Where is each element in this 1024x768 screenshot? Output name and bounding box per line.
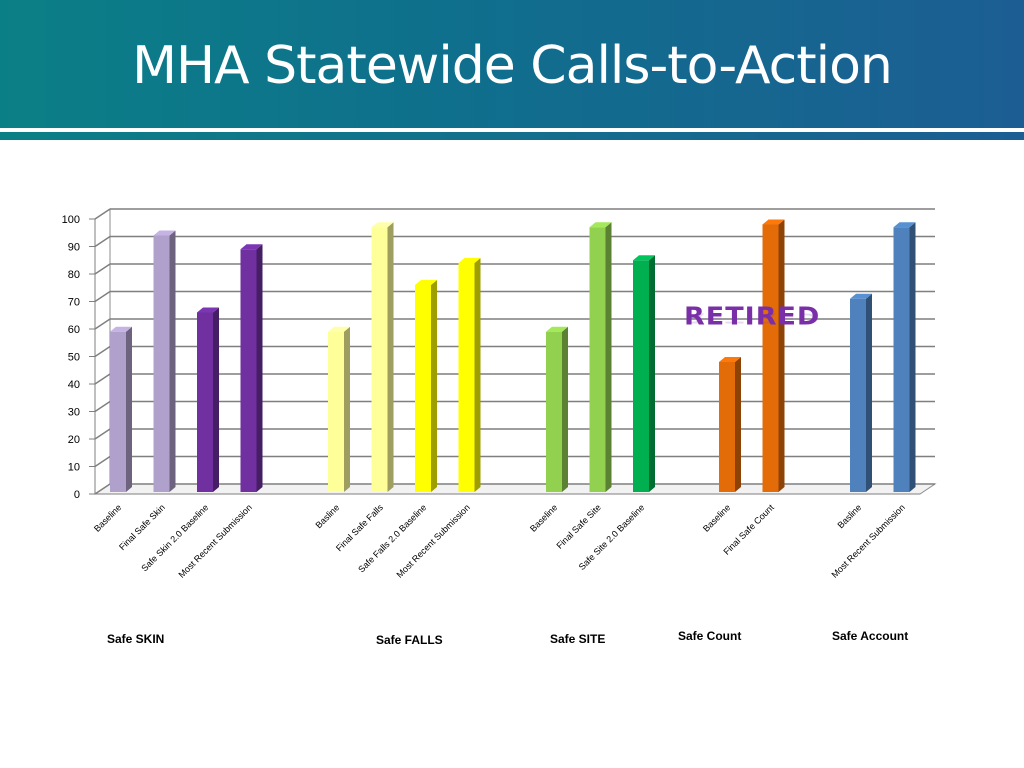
bar — [893, 227, 910, 492]
bar-top — [328, 326, 350, 332]
y-tick-label: 20 — [68, 434, 80, 446]
bar-side — [562, 326, 568, 492]
bar-side — [909, 222, 916, 492]
bar-top — [633, 255, 655, 261]
bar — [240, 249, 257, 492]
group-label: Safe Count — [678, 629, 742, 643]
bar-side — [126, 326, 132, 492]
bar — [762, 224, 779, 492]
bar-top — [153, 230, 176, 236]
gridline-depth — [94, 290, 111, 303]
gridline-depth — [94, 318, 111, 330]
bar-top — [719, 357, 741, 362]
chart-floor — [93, 483, 937, 495]
y-tick-label: 100 — [62, 214, 80, 226]
bar-top — [546, 326, 568, 332]
bar-top — [893, 222, 916, 228]
slide-header — [0, 0, 1024, 128]
y-tick-label: 60 — [68, 324, 80, 336]
y-tick-label: 40 — [68, 379, 80, 391]
bar-side — [213, 307, 219, 492]
x-tick-label: Baseline — [701, 502, 732, 533]
x-tick-label: Most Recent Submission — [394, 502, 471, 579]
bar-side — [256, 244, 263, 492]
bar — [415, 285, 431, 492]
gridline-depth — [94, 263, 111, 275]
header-divider — [0, 128, 1024, 132]
bar-top — [589, 222, 612, 228]
gridline-depth — [94, 400, 111, 413]
gridline-depth — [94, 345, 111, 358]
y-tick-label: 0 — [74, 489, 80, 501]
gridline-depth — [94, 235, 111, 248]
bar — [458, 263, 475, 492]
retired-annotation-reflection: RETIRED — [684, 310, 821, 326]
group-label: Safe SITE — [550, 632, 606, 646]
bar-side — [387, 222, 394, 492]
x-tick-label: Basline — [313, 502, 341, 530]
bar-top — [850, 293, 872, 299]
x-tick-label: Basline — [835, 502, 863, 530]
x-tick-label: Most Recent Submission — [829, 502, 906, 579]
x-tick-label: Baseline — [528, 502, 559, 533]
bar-side — [431, 280, 437, 492]
gridline-depth — [94, 428, 111, 440]
y-tick-label: 80 — [68, 269, 80, 281]
bar — [719, 362, 735, 492]
bar-top — [415, 280, 437, 285]
bar — [197, 312, 213, 492]
bar — [546, 331, 562, 492]
bar — [589, 227, 606, 492]
bar-top — [240, 244, 263, 250]
x-tick-label: Baseline — [92, 502, 123, 533]
x-tick-label: Final Safe Skin — [117, 502, 167, 552]
bar-top — [762, 219, 785, 225]
retired-annotation: RETIRED — [684, 302, 821, 331]
bar-side — [649, 255, 655, 492]
bar-side — [169, 230, 176, 492]
group-label: Safe SKIN — [107, 632, 165, 646]
bar-side — [474, 258, 481, 492]
group-label: Safe FALLS — [376, 633, 443, 647]
y-tick-label: 30 — [68, 407, 80, 419]
bar-side — [605, 222, 612, 492]
y-tick-label: 90 — [68, 242, 80, 254]
header-accent-stripe — [0, 132, 1024, 140]
bar — [153, 235, 170, 492]
gridline-depth — [94, 483, 111, 495]
bar-side — [778, 219, 785, 492]
bar — [850, 298, 866, 492]
y-tick-label: 70 — [68, 297, 80, 309]
bar-side — [866, 293, 872, 492]
bar-top — [110, 326, 132, 332]
y-tick-label: 10 — [68, 462, 80, 474]
bar-side — [344, 326, 350, 492]
bar — [328, 331, 344, 492]
x-tick-label: Final Safe Site — [554, 502, 602, 550]
bar-top — [371, 222, 394, 228]
bar — [633, 260, 649, 492]
bar-top — [197, 307, 219, 313]
bar — [110, 331, 126, 492]
gridline-depth — [94, 455, 111, 468]
y-tick-label: 50 — [68, 352, 80, 364]
bar-side — [735, 357, 741, 492]
group-label: Safe Account — [832, 629, 909, 643]
gridline-depth — [94, 208, 111, 220]
bar-top — [458, 258, 481, 263]
bar — [371, 227, 388, 492]
slide-title: MHA Statewide Calls-to-Action — [132, 36, 893, 96]
x-tick-label: Most Recent Submission — [176, 502, 253, 579]
gridline-depth — [94, 373, 111, 385]
